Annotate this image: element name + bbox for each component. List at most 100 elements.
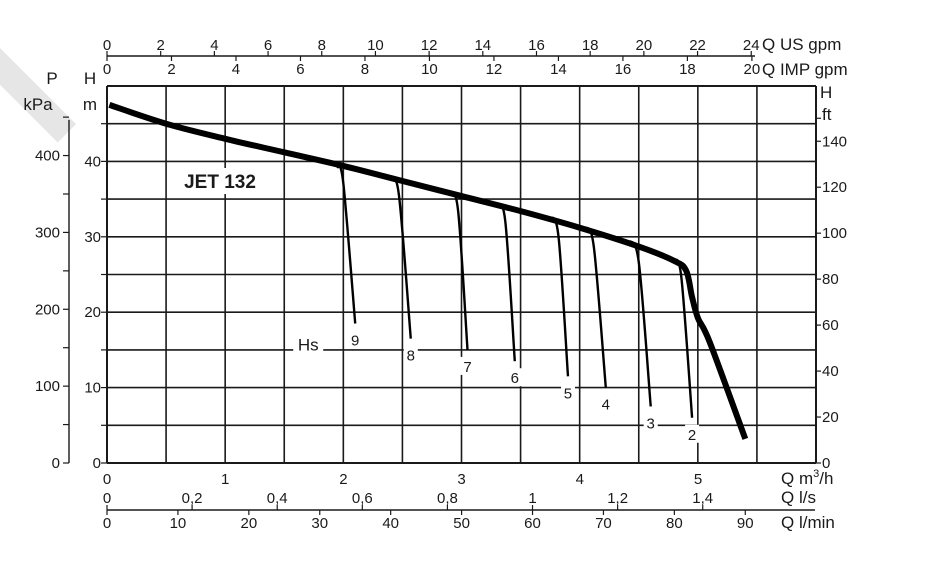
pressure-tick-label: 0 (52, 455, 60, 472)
imp-gpm-axis-title: Q IMP gpm (762, 60, 848, 79)
labels: 0100200300400PkPa010203040Hm020406080100… (23, 35, 847, 532)
label-bg (598, 394, 613, 413)
head-tick-label: 0 (93, 455, 101, 472)
lmin-tick-label: 40 (382, 515, 399, 532)
us-gpm-tick-label: 4 (210, 37, 218, 54)
us-gpm-tick-label: 14 (474, 37, 491, 54)
us-gpm-axis-title: Q US gpm (762, 35, 841, 54)
suction-curve-label: 8 (407, 348, 415, 365)
axes (63, 51, 821, 515)
m3h-tick-label: 3 (457, 471, 465, 488)
label-bg (643, 413, 658, 432)
pressure-tick-label: 300 (35, 224, 60, 241)
suction-curve-label: 6 (511, 370, 519, 387)
head-tick-label: 20 (84, 304, 101, 321)
m3h-axis-title: Q m3/h (781, 468, 833, 488)
imp-gpm-tick-label: 16 (615, 61, 632, 78)
imp-gpm-tick-label: 8 (361, 61, 369, 78)
lmin-tick-label: 20 (240, 515, 257, 532)
label-bg (293, 333, 324, 354)
ls-tick-label: 0 (103, 490, 111, 507)
us-gpm-tick-label: 10 (367, 37, 384, 54)
ft-axis-unit: ft (822, 105, 832, 124)
suction-curve-label: 7 (463, 359, 471, 376)
ls-tick-label: 0,6 (352, 490, 373, 507)
us-gpm-tick-label: 22 (689, 37, 706, 54)
ft-tick-label: 80 (822, 271, 839, 288)
suction-curve-8 (389, 177, 412, 339)
suction-curve-label: 4 (602, 397, 610, 414)
lmin-tick-label: 30 (311, 515, 328, 532)
superscript: 3 (813, 468, 819, 480)
us-gpm-tick-label: 12 (421, 37, 438, 54)
pressure-tick-label: 400 (35, 148, 60, 165)
lmin-tick-label: 60 (524, 515, 541, 532)
lmin-tick-label: 90 (737, 515, 754, 532)
m3h-tick-label: 5 (694, 471, 702, 488)
lmin-tick-label: 10 (170, 515, 187, 532)
m3h-tick-label: 0 (103, 471, 111, 488)
us-gpm-tick-label: 16 (528, 37, 545, 54)
lmin-tick-label: 0 (103, 515, 111, 532)
imp-gpm-tick-label: 12 (486, 61, 503, 78)
imp-gpm-tick-label: 4 (232, 61, 240, 78)
ls-tick-label: 0,4 (267, 490, 288, 507)
label-bg (403, 345, 418, 364)
us-gpm-tick-label: 18 (582, 37, 599, 54)
suction-curve-4 (584, 226, 607, 388)
suction-curve-9 (336, 165, 357, 324)
grid (106, 85, 817, 464)
ls-tick-label: 0,2 (182, 490, 203, 507)
ft-tick-label: 120 (822, 179, 847, 196)
imp-gpm-tick-label: 18 (679, 61, 696, 78)
imp-gpm-tick-label: 0 (103, 61, 111, 78)
head-axis-title: H (84, 69, 96, 88)
imp-gpm-tick-label: 10 (421, 61, 438, 78)
head-tick-label: 40 (84, 153, 101, 170)
us-gpm-tick-label: 2 (157, 37, 165, 54)
label-bg (560, 383, 575, 402)
head-tick-label: 30 (84, 229, 101, 246)
pressure-axis-title: P (46, 69, 57, 88)
model-title: JET 132 (184, 172, 256, 193)
ls-axis-title: Q l/s (781, 488, 816, 507)
imp-gpm-tick-label: 2 (167, 61, 175, 78)
m3h-tick-label: 4 (576, 471, 584, 488)
curves (108, 102, 749, 440)
ft-tick-label: 40 (822, 363, 839, 380)
label-bg (178, 168, 262, 194)
suction-curve-label: 3 (647, 415, 655, 432)
ls-tick-label: 1 (528, 490, 536, 507)
lmin-tick-label: 80 (666, 515, 683, 532)
suction-curve-6 (495, 203, 516, 362)
ft-tick-label: 100 (822, 225, 847, 242)
us-gpm-tick-label: 24 (743, 37, 760, 54)
imp-gpm-tick-label: 20 (744, 61, 761, 78)
label-bg (460, 356, 475, 375)
suction-curve-5 (549, 216, 570, 377)
ft-tick-label: 60 (822, 317, 839, 334)
suction-curve-3 (628, 239, 652, 407)
label-bg (685, 424, 700, 443)
lmin-axis-title: Q l/min (781, 513, 835, 532)
ls-tick-label: 1,2 (607, 490, 628, 507)
m3h-tick-label: 1 (221, 471, 229, 488)
ls-tick-label: 0,8 (437, 490, 458, 507)
ft-tick-label: 20 (822, 409, 839, 426)
head-axis-unit: m (83, 95, 97, 114)
suction-curve-label: 5 (564, 385, 572, 402)
ls-tick-label: 1,4 (692, 490, 713, 507)
us-gpm-tick-label: 6 (264, 37, 272, 54)
lmin-tick-label: 70 (595, 515, 612, 532)
ft-tick-label: 0 (822, 455, 830, 472)
head-tick-label: 10 (84, 380, 101, 397)
imp-gpm-tick-label: 14 (550, 61, 567, 78)
lmin-tick-label: 50 (453, 515, 470, 532)
ft-axis-title: H (820, 83, 832, 102)
m3h-tick-label: 2 (339, 471, 347, 488)
label-bg (507, 368, 522, 387)
us-gpm-tick-label: 8 (318, 37, 326, 54)
imp-gpm-tick-label: 6 (296, 61, 304, 78)
suction-curve-2 (673, 258, 694, 418)
